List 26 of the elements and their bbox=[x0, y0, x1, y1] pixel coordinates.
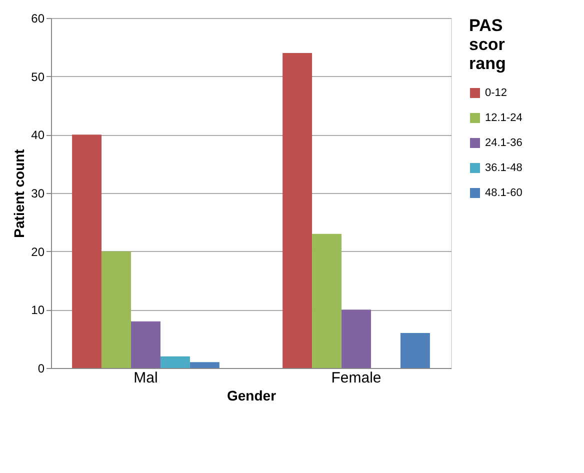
y-tick-label: 10 bbox=[31, 303, 45, 318]
bar bbox=[102, 251, 131, 368]
x-tick-label: Mal bbox=[134, 370, 158, 386]
legend-label: 36.1-48 bbox=[485, 162, 522, 174]
y-tick-label: 30 bbox=[31, 186, 45, 200]
y-tick-label: 50 bbox=[31, 70, 45, 84]
bar bbox=[342, 310, 371, 368]
y-tick-label: 0 bbox=[38, 362, 45, 376]
legend-label: 24.1-36 bbox=[485, 137, 522, 149]
bar bbox=[190, 362, 220, 368]
legend-label: 12.1-24 bbox=[485, 112, 522, 124]
legend-label: 0-12 bbox=[485, 87, 508, 99]
bar bbox=[131, 321, 160, 368]
legend-title: PAS scor rang bbox=[469, 16, 506, 73]
y-tick-label: 20 bbox=[31, 244, 45, 259]
x-tick-label: Female bbox=[331, 370, 382, 386]
bar bbox=[160, 356, 190, 368]
x-axis-title: Gender bbox=[226, 388, 277, 404]
y-axis-title: Patient count bbox=[11, 148, 28, 238]
bar bbox=[400, 333, 430, 368]
bar bbox=[72, 134, 102, 368]
y-tick-label: 40 bbox=[31, 128, 45, 142]
legend-label: 48.1-60 bbox=[485, 187, 522, 199]
bar bbox=[312, 234, 342, 368]
bar bbox=[282, 53, 312, 368]
y-tick-label: 60 bbox=[31, 12, 45, 26]
